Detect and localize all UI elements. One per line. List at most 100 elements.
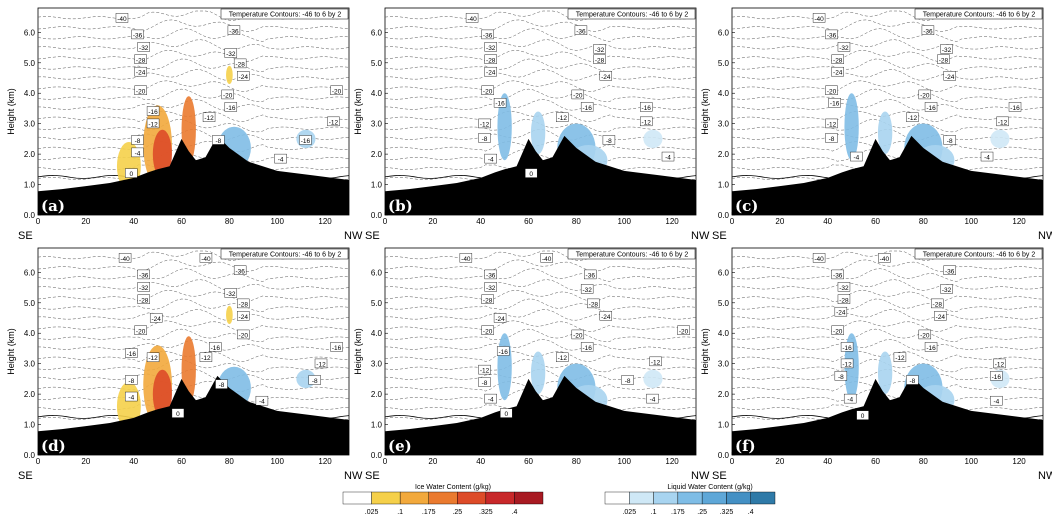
contour-label: 0 [129, 171, 133, 178]
contour-label-box [484, 393, 497, 404]
contour-line [731, 351, 1044, 362]
x-tick-label: 0 [383, 457, 388, 466]
contour-label: -28 [595, 57, 605, 64]
contour-line [37, 381, 350, 392]
contour-label-box [840, 342, 854, 352]
liquid-colorbar: Liquid Water Content (g/kg) .025 .1 .175 .25… [604, 484, 776, 516]
contour-label-box [571, 329, 585, 340]
contour-label: -32 [839, 285, 849, 292]
contour-line [384, 309, 697, 321]
contour-label: -4 [650, 397, 656, 404]
contour-label-box [327, 116, 340, 127]
contour-line [384, 381, 697, 392]
contour-label-box [134, 54, 147, 64]
contour-label-box [484, 54, 497, 64]
contour-label: -16 [127, 351, 137, 358]
contour-label: -8 [829, 136, 835, 143]
x-axis: 0 20 40 60 80 100 120 SE NW [18, 452, 363, 482]
contour-label-box [125, 168, 138, 178]
contour-label-box [134, 85, 147, 96]
x-tick-label: 20 [81, 217, 90, 226]
y-tick-label: 1.0 [24, 421, 36, 430]
x-tick-label: 40 [823, 457, 832, 466]
y-tick-label: 3.0 [371, 120, 383, 129]
contour-label-box [237, 71, 250, 81]
contour-line [731, 69, 1044, 81]
panel-e: -40-36-32-28-24-20-16-12-8-40-40-36-32-2… [353, 247, 710, 482]
contour-line [731, 19, 1044, 32]
contour-label: -20 [920, 332, 930, 339]
contour-label: -8 [312, 378, 318, 385]
terrain [732, 135, 1043, 215]
contour-line [384, 259, 697, 272]
x-tick-label: 80 [225, 217, 234, 226]
contour-label-box [146, 352, 160, 362]
x-right-label: NW [1038, 230, 1052, 242]
contour-label-box [878, 253, 891, 263]
y-tick-label: 6.0 [718, 268, 730, 277]
contour-label: -24 [151, 316, 161, 323]
contour-line [384, 268, 697, 282]
contour-title-box [567, 8, 696, 20]
contour-labels: -40-36-32-28-24-20-16-12-8-40-40-36-32-2… [812, 253, 1006, 420]
x-left-label: SE [18, 230, 33, 242]
contour-line [384, 80, 697, 92]
contour-label: -40 [542, 256, 552, 263]
contour-label: -4 [665, 155, 671, 162]
contour-label: -28 [235, 61, 245, 68]
y-tick-label: 2.0 [718, 150, 730, 159]
y-axis: 0.0 1.0 2.0 3.0 4.0 5.0 6.0 Height (km) [700, 28, 735, 220]
x-right-label: NW [344, 470, 363, 482]
contour-line [37, 399, 350, 411]
contour-label-box [134, 325, 147, 335]
x-tick-label: 100 [271, 217, 285, 226]
y-axis: 0.0 1.0 2.0 3.0 4.0 5.0 6.0 Height (km) [6, 268, 41, 460]
contour-label: -4 [847, 397, 853, 404]
contour-label: -32 [595, 47, 605, 54]
panel-label: (a) [41, 197, 65, 215]
contour-line [384, 298, 697, 312]
colorbar-swatch [428, 491, 458, 505]
contour-label: -24 [239, 74, 249, 81]
contour-label: -24 [136, 70, 146, 77]
contour-label-box [580, 102, 594, 112]
contour-label-box [825, 118, 838, 129]
x-tick-label: 60 [177, 217, 186, 226]
contour-label-box [990, 395, 1003, 406]
contour-label-box [299, 135, 312, 145]
contour-title: Temperature Contours: -46 to 6 by 2 [923, 252, 1036, 259]
contour-label: -16 [926, 105, 936, 112]
content-shade [643, 369, 663, 389]
contour-label-box [233, 58, 247, 69]
contour-line [731, 111, 1044, 122]
contour-label: -12 [998, 119, 1008, 126]
x-tick-label: 120 [665, 217, 679, 226]
contour-label: -12 [329, 119, 339, 126]
contour-line [731, 268, 1044, 282]
contour-label-box [812, 13, 826, 23]
contour-label: -8 [482, 136, 488, 143]
contour-label: -28 [139, 297, 149, 304]
contour-label: -12 [316, 361, 326, 368]
colorbar-swatch [485, 491, 515, 505]
contour-label: -16 [332, 345, 342, 352]
contour-line [384, 351, 697, 362]
contour-line [37, 268, 350, 282]
content-shade [990, 129, 1010, 149]
contour-line [37, 28, 350, 42]
content-shade [530, 351, 546, 395]
colorbar-swatch [371, 491, 401, 505]
contour-label-box [137, 282, 150, 292]
contour-label-box [484, 153, 497, 164]
contour-line [384, 389, 697, 403]
contour-label: 0 [504, 411, 508, 418]
contour-label-box [131, 135, 144, 145]
contour-line [384, 159, 697, 171]
contour-label: -24 [239, 314, 249, 321]
panel-f: -40-36-32-28-24-20-16-12-8-40-40-36-32-2… [700, 247, 1052, 482]
contour-label-box [831, 325, 844, 335]
contour-label: -40 [461, 256, 471, 263]
contour-line [37, 119, 350, 133]
contour-label: -16 [830, 101, 840, 108]
temperature-contours [37, 10, 350, 182]
